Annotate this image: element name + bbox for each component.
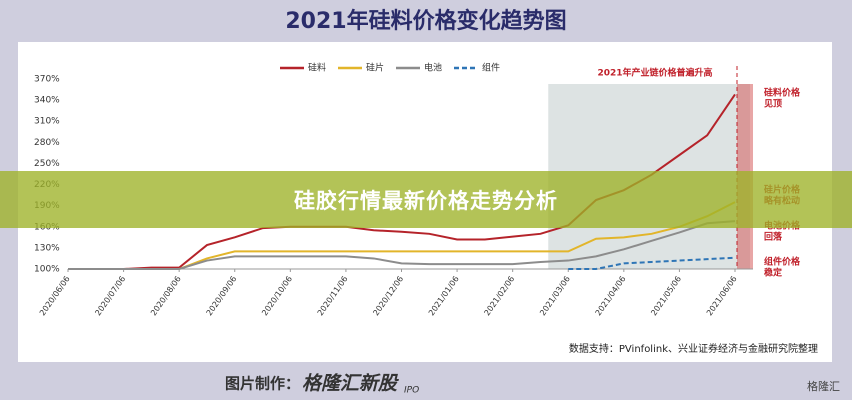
y-tick-label: 250%	[34, 159, 60, 169]
legend-label: 电池	[424, 62, 442, 74]
footer-prefix: 图片制作：	[225, 375, 300, 393]
annotation: 组件价格	[764, 256, 801, 268]
footer-brand: 格隆汇新股	[302, 373, 399, 395]
legend-label: 硅料	[308, 62, 326, 74]
annotation: 硅料价格	[764, 87, 801, 99]
legend-label: 硅片	[366, 62, 384, 74]
y-tick-label: 280%	[34, 138, 60, 148]
y-tick-label: 310%	[34, 117, 60, 127]
annotation: 稳定	[764, 267, 783, 279]
y-tick-label: 100%	[34, 265, 60, 275]
page-title: 2021年硅料价格变化趋势图	[285, 8, 566, 34]
source: 数据支持：PVinfolink、兴业证券经济与金融研究院整理	[569, 342, 818, 355]
annotation: 见顶	[764, 99, 782, 110]
legend-label: 组件	[482, 62, 500, 74]
footer-suffix: IPO	[404, 386, 419, 396]
y-tick-label: 130%	[34, 243, 60, 253]
y-tick-label: 370%	[34, 75, 60, 85]
annotation: 回落	[764, 231, 783, 243]
y-tick-label: 340%	[34, 96, 60, 106]
highlight-title: 2021年产业链价格普遍升高	[597, 67, 712, 79]
series-line	[68, 220, 736, 270]
series-line	[568, 256, 736, 270]
footer-logo: 格隆汇	[807, 379, 840, 393]
banner: 硅胶行情最新价格走势分析	[0, 171, 852, 228]
